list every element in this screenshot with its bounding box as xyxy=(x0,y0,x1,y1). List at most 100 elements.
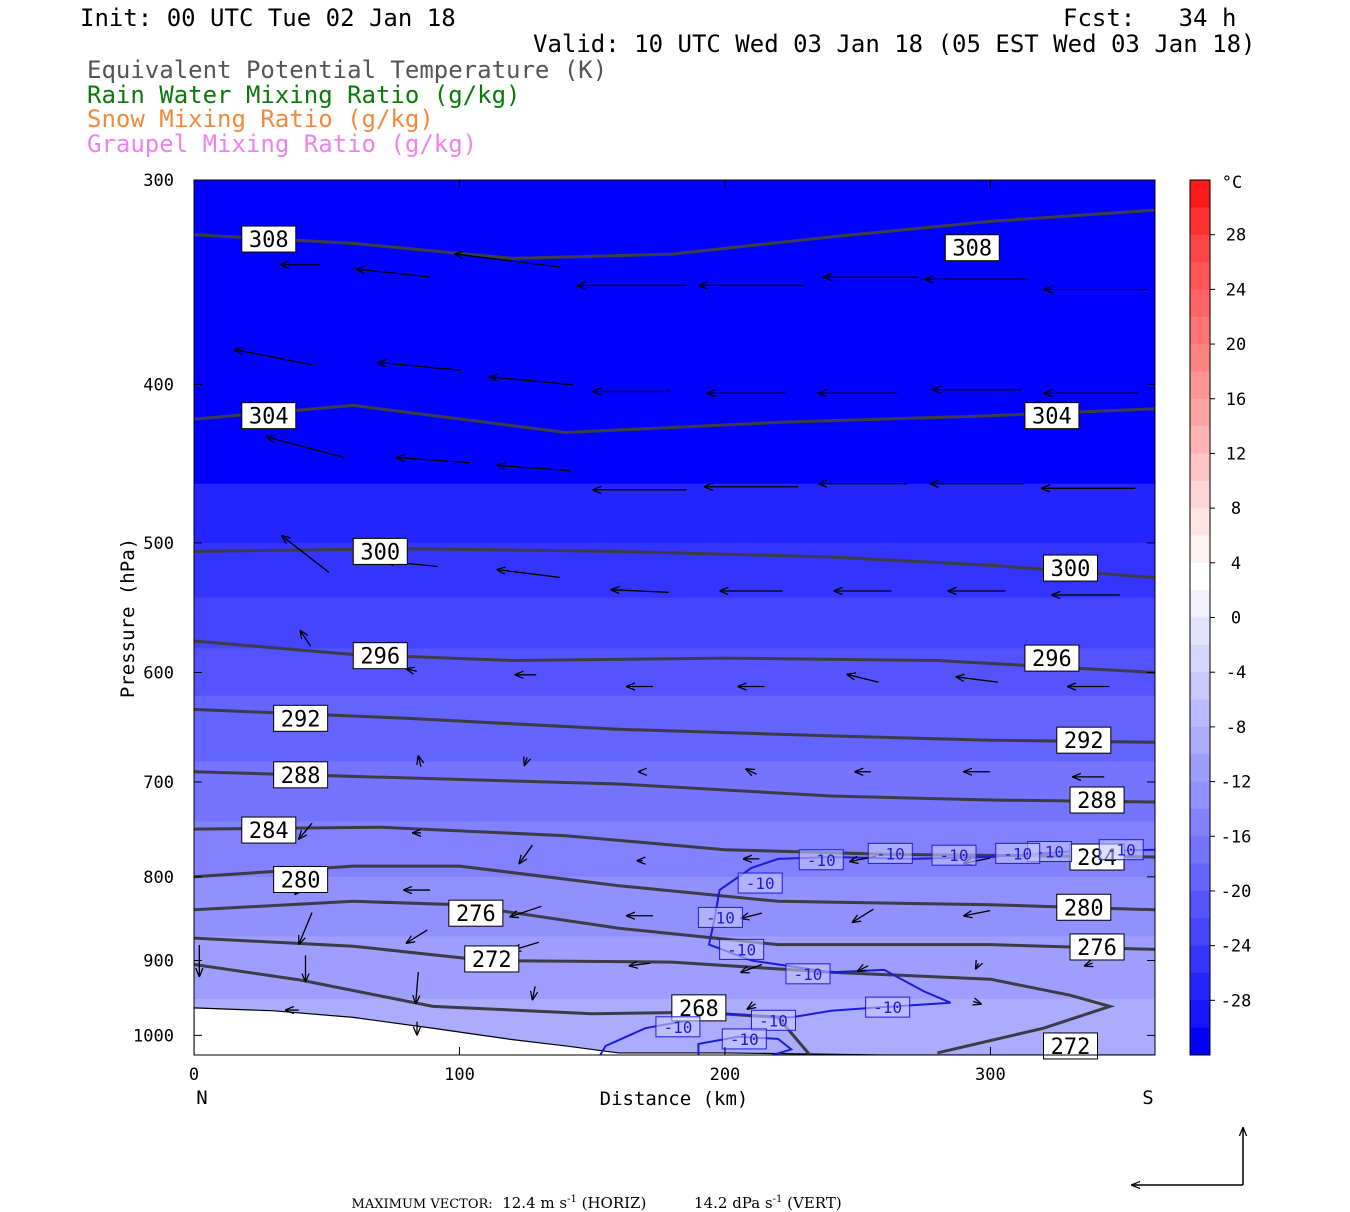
colorbar-tick-label: 12 xyxy=(1226,444,1246,464)
wind-vector xyxy=(741,963,763,972)
colorbar-unit: °C xyxy=(1222,173,1242,193)
wind-vector xyxy=(300,631,312,647)
theta-e-label-text: 276 xyxy=(1077,936,1117,961)
terrain xyxy=(194,1007,1155,1055)
isotherm-label: -10 xyxy=(931,844,977,866)
isotherm-label-text: -10 xyxy=(873,998,902,1017)
temperature-shading xyxy=(194,180,1155,1055)
theta-e-label-text: 292 xyxy=(281,707,321,732)
theta-e-contour xyxy=(194,899,1155,951)
theta-e-label-text: 288 xyxy=(1077,789,1117,814)
legend-title-theta-e: Equivalent Potential Temperature (K) xyxy=(87,56,608,84)
colorbar-swatch xyxy=(1190,836,1210,865)
isotherm-label-text: -10 xyxy=(876,844,905,863)
isotherm-label: -10 xyxy=(697,906,743,928)
temperature-band xyxy=(194,542,1155,599)
theta-e-label: 304 xyxy=(1024,402,1080,430)
wind-vector xyxy=(973,1001,981,1004)
wind-vector xyxy=(533,986,536,999)
theta-e-label: 304 xyxy=(241,402,297,430)
wind-vector xyxy=(497,465,571,472)
theta-e-contour xyxy=(194,864,1155,912)
wind-vector xyxy=(407,929,428,943)
isotherm-label: -10 xyxy=(737,872,783,894)
theta-e-contour xyxy=(194,936,1116,1055)
theta-e-label: 276 xyxy=(448,899,504,927)
theta-e-label-text: 308 xyxy=(249,228,289,253)
wind-vector xyxy=(418,756,421,767)
isotherm-label-text: -10 xyxy=(730,1030,759,1049)
colorbar-swatch xyxy=(1190,344,1210,372)
colorbar-swatch xyxy=(1190,617,1210,646)
x-tick-label: 200 xyxy=(710,1065,741,1085)
colorbar-swatch xyxy=(1190,180,1210,208)
max-vert-value: 14.2 dPa s xyxy=(694,1194,773,1212)
temperature-band xyxy=(194,648,1155,697)
colorbar-tick-label: -20 xyxy=(1221,882,1252,902)
colorbar: 28 24 20 16 12 8 4 0 -4 -8 -12 -16 -20 -24 -28 °C xyxy=(1189,173,1252,1056)
theta-e-label: 284 xyxy=(241,816,297,844)
y-tick-label: 1000 xyxy=(133,1026,174,1046)
isotherm-label: -10 xyxy=(785,963,831,985)
y-tick-label: 600 xyxy=(143,663,174,683)
wind-vector xyxy=(282,536,330,573)
south-label: S xyxy=(1142,1087,1153,1109)
wind-vector xyxy=(858,966,869,971)
wind-vector xyxy=(416,971,419,1003)
forecast-hour: Fcst: 34 h xyxy=(1063,4,1237,32)
y-axis-title: Pressure (hPa) xyxy=(117,538,139,698)
wind-vector xyxy=(956,677,999,683)
theta-e-contour xyxy=(194,707,1155,744)
theta-e-label: 276 xyxy=(1069,933,1125,961)
isotherm-label-text: -10 xyxy=(706,908,735,927)
colorbar-swatch xyxy=(1190,262,1210,290)
theta-e-label-text: 276 xyxy=(456,902,496,927)
colorbar-swatch xyxy=(1190,808,1210,837)
wind-vector xyxy=(299,822,313,839)
colorbar-swatch xyxy=(1190,644,1210,673)
colorbar-swatch xyxy=(1190,562,1210,591)
theta-e-label-text: 292 xyxy=(1064,729,1104,754)
theta-e-label: 296 xyxy=(1024,644,1080,672)
max-horiz-unit: (HORIZ) xyxy=(581,1194,647,1212)
colorbar-swatch xyxy=(1190,945,1210,974)
wind-vector xyxy=(746,769,757,774)
colorbar-swatch xyxy=(1190,972,1210,1001)
temperature-band xyxy=(194,180,1155,485)
colorbar-swatch xyxy=(1190,426,1210,454)
colorbar-tick-label: -28 xyxy=(1221,991,1252,1011)
isotherm-label: -10 xyxy=(1098,839,1144,861)
isotherm-label-text: -10 xyxy=(1035,843,1064,862)
wind-vector xyxy=(235,349,313,366)
wind-vector xyxy=(611,590,669,593)
theta-e-label: 308 xyxy=(944,234,1000,262)
x-tick-label: 100 xyxy=(444,1065,475,1085)
theta-e-contour xyxy=(194,639,1155,674)
colorbar-swatch xyxy=(1190,508,1210,536)
legend-title-rain: Rain Water Mixing Ratio (g/kg) xyxy=(87,81,521,109)
temperature-band xyxy=(194,483,1155,544)
colorbar-tick-label: 16 xyxy=(1226,390,1246,410)
isotherm-label: -10 xyxy=(721,1028,767,1050)
isotherm-label-text: -10 xyxy=(794,965,823,984)
plot-frame xyxy=(193,179,1156,1056)
wind-vector xyxy=(748,1004,756,1009)
max-horiz-value: 12.4 m s xyxy=(502,1194,568,1212)
colorbar-tick-label: -12 xyxy=(1221,773,1252,793)
theta-e-contour xyxy=(194,825,1155,859)
wind-vector xyxy=(455,254,560,268)
wind-vector xyxy=(847,674,879,683)
colorbar-swatch xyxy=(1190,480,1210,509)
colorbar-swatch xyxy=(1190,316,1210,345)
isotherm-label: -10 xyxy=(995,842,1041,864)
temperature-band xyxy=(194,821,1155,878)
reference-vector xyxy=(1132,1128,1243,1185)
theta-e-label-text: 280 xyxy=(281,869,321,894)
axes: 300 400 500 600 700 800 900 1000 0 100 200 300 xyxy=(133,171,1155,1085)
colorbar-tick-label: -4 xyxy=(1226,663,1246,683)
isotherm-label-text: -10 xyxy=(1107,841,1136,860)
theta-e-label: 300 xyxy=(1043,554,1099,582)
colorbar-swatch xyxy=(1190,726,1210,755)
colorbar-swatch xyxy=(1190,672,1210,701)
wind-vector xyxy=(525,757,528,765)
